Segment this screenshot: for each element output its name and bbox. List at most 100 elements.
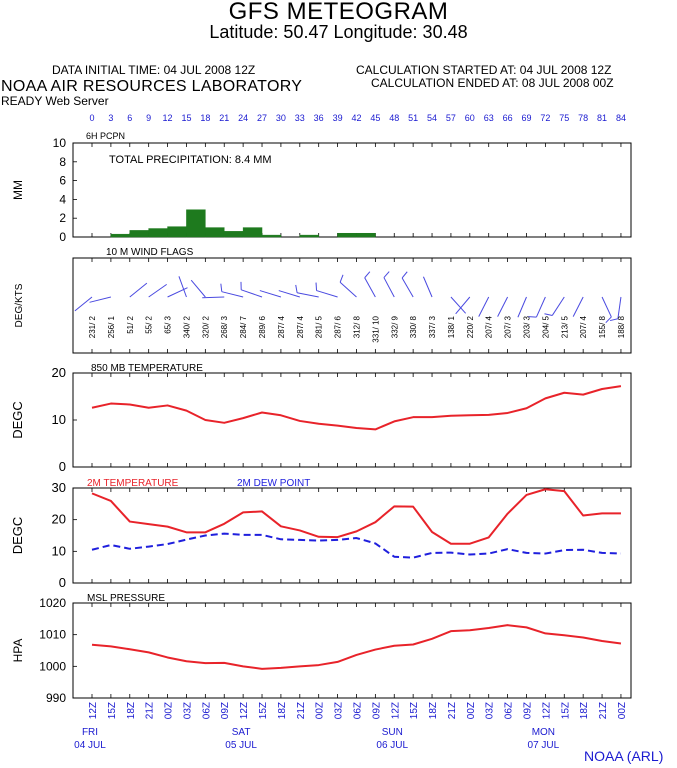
- wind-flag-barb: [383, 271, 390, 278]
- wind-flag: [148, 283, 167, 298]
- utc-hour-label: 03Z: [485, 702, 496, 719]
- forecast-hour-label: 30: [276, 113, 286, 123]
- wind-flag: [422, 276, 433, 298]
- wind-flag: [478, 296, 490, 317]
- wind-flag: [202, 296, 225, 299]
- wind-flag: [517, 296, 527, 318]
- lab-name: NOAA AIR RESOURCES LABORATORY: [1, 78, 303, 95]
- forecast-hour-label: 60: [465, 113, 475, 123]
- precip-y-tick-label: 0: [59, 230, 66, 244]
- precip-bar: [148, 228, 168, 238]
- wind-label: 204/ 5: [541, 315, 550, 338]
- wind-flag: [89, 296, 112, 303]
- forecast-hour-label: 3: [108, 113, 113, 123]
- wind-flag: [74, 296, 93, 312]
- wind-flag: [551, 296, 565, 316]
- wind-label: 65/ 3: [164, 315, 173, 333]
- utc-hour-label: 15Z: [107, 702, 118, 719]
- wind-flag-barb: [339, 274, 344, 283]
- t2m-legend-temperature: 2M TEMPERATURE: [87, 478, 179, 489]
- precip-bar: [110, 233, 131, 238]
- t850-y-tick-label: 0: [59, 459, 66, 474]
- wind-flag-barb: [609, 318, 618, 322]
- utc-hour-label: 00Z: [617, 702, 628, 719]
- wind-flag: [297, 292, 319, 298]
- precip-bar: [261, 234, 282, 238]
- forecast-hour-label: 39: [333, 113, 343, 123]
- day-name-label: SAT: [232, 727, 251, 738]
- wind-label: 337/ 3: [428, 315, 437, 338]
- t2m-dew-point-line: [91, 532, 621, 559]
- precip-y-tick-label: 8: [59, 155, 66, 169]
- wind-label: 330/ 8: [409, 315, 418, 338]
- wind-flag: [617, 296, 622, 319]
- t2m-y-tick-label: 10: [52, 543, 66, 558]
- utc-hour-label: 03Z: [334, 702, 345, 719]
- forecast-hour-label: 18: [200, 113, 210, 123]
- wind-label: 231/ 2: [88, 315, 97, 338]
- day-date-label: 04 JUL: [74, 740, 106, 751]
- t2m-y-tick-label: 20: [52, 512, 66, 527]
- wind-flag: [190, 279, 206, 298]
- forecast-hour-label: 21: [219, 113, 229, 123]
- utc-hour-label: 18Z: [428, 702, 439, 719]
- t2m-y-tick-label: 30: [52, 480, 66, 495]
- wind-flag-barb: [220, 283, 223, 292]
- calculation-ended: CALCULATION ENDED AT: 08 JUL 2008 00Z: [371, 76, 614, 90]
- t2m-y-tick-label: 0: [59, 575, 66, 590]
- forecast-hour-label: 0: [89, 113, 94, 123]
- mslp-y-axis-label: HPA: [11, 639, 25, 663]
- day-date-label: 05 JUL: [225, 740, 257, 751]
- mslp-y-tick-label: 1020: [39, 596, 66, 610]
- wind-panel-frame: [72, 257, 632, 354]
- t850-panel-frame: [72, 372, 632, 468]
- wind-label: 332/ 9: [390, 315, 399, 338]
- wind-flag: [601, 296, 612, 318]
- forecast-hour-label: 78: [578, 113, 588, 123]
- utc-hour-label: 03Z: [182, 702, 193, 719]
- utc-hour-label: 06Z: [201, 702, 212, 719]
- precip-y-tick-label: 10: [53, 136, 67, 150]
- wind-label: 207/ 4: [485, 315, 494, 338]
- wind-label: 289/ 6: [258, 315, 267, 338]
- mslp-y-tick-label: 1000: [39, 659, 66, 673]
- wind-flag: [497, 296, 509, 317]
- wind-label: 312/ 8: [352, 315, 361, 338]
- wind-label: 203/ 3: [522, 315, 531, 338]
- wind-flag: [259, 290, 282, 298]
- wind-label: 287/ 4: [296, 315, 305, 338]
- day-name-label: MON: [532, 727, 555, 738]
- utc-hour-label: 09Z: [371, 702, 382, 719]
- forecast-hour-label: 9: [146, 113, 151, 123]
- wind-label: 155/ 8: [598, 315, 607, 338]
- t850-panel-title: 850 MB TEMPERATURE: [91, 363, 203, 374]
- page-title: GFS METEOGRAM: [228, 0, 449, 25]
- precip-bar: [299, 234, 319, 238]
- mslp-y-tick-label: 1010: [39, 628, 66, 642]
- forecast-hour-label: 66: [503, 113, 513, 123]
- forecast-hour-label: 27: [257, 113, 267, 123]
- forecast-hour-label: 48: [389, 113, 399, 123]
- forecast-hour-label: 33: [295, 113, 305, 123]
- utc-hour-label: 00Z: [315, 702, 326, 719]
- data-initial-time: DATA INITIAL TIME: 04 JUL 2008 12Z: [52, 63, 256, 77]
- mslp-panel-title: MSL PRESSURE: [87, 593, 165, 604]
- wind-label: 284/ 7: [239, 315, 248, 338]
- wind-label: 220/ 2: [466, 315, 475, 338]
- forecast-hour-label: 15: [181, 113, 191, 123]
- lat-lon-subtitle: Latitude: 50.47 Longitude: 30.48: [209, 22, 468, 42]
- wind-label: 55/ 2: [145, 315, 154, 333]
- wind-label: 138/ 1: [447, 315, 456, 338]
- t2m-legend-dew-point: 2M DEW POINT: [237, 478, 310, 489]
- wind-flag-barb: [544, 313, 553, 316]
- wind-y-axis-label: DEG/KTS: [14, 283, 25, 327]
- wind-flag: [178, 276, 187, 298]
- t850-y-axis-label: DEGC: [10, 401, 25, 439]
- mslp-pressure-line: [91, 624, 622, 670]
- utc-hour-label: 12Z: [390, 702, 401, 719]
- day-date-label: 07 JUL: [528, 740, 560, 751]
- forecast-hour-label: 51: [408, 113, 418, 123]
- t850-temperature-line: [91, 385, 622, 431]
- utc-hour-label: 00Z: [164, 702, 175, 719]
